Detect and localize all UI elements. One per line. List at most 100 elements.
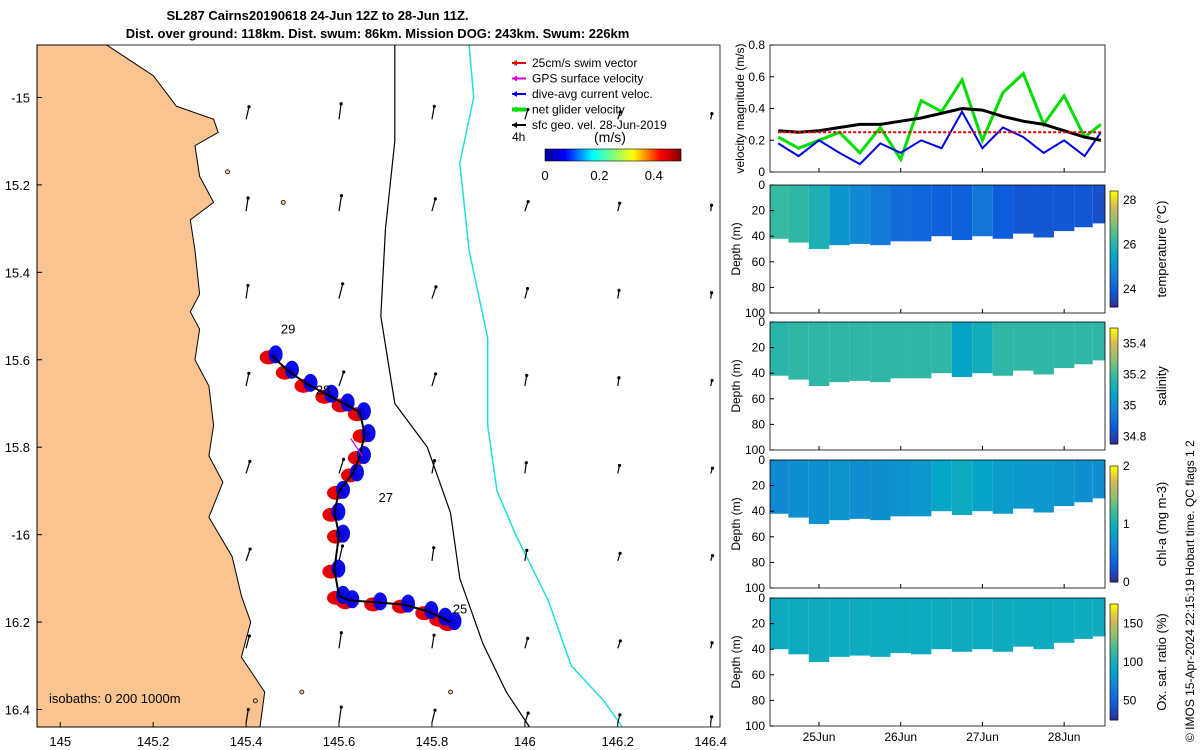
geostrophic-vector-head: [247, 105, 251, 109]
section-colorbar-segment: [1110, 471, 1118, 476]
section-y-tick-label: 80: [752, 280, 766, 294]
geostrophic-vector: [338, 103, 342, 120]
section-colorbar-frame: [1109, 603, 1119, 721]
section-colorbar-segment: [1110, 656, 1118, 660]
section-colorbar-segment: [1110, 386, 1118, 390]
legend-arrowhead: [512, 60, 517, 66]
section-y-tick-label: 20: [752, 479, 766, 493]
section-colorbar-segment: [1110, 696, 1118, 701]
map-x-tick-label: 145.2: [137, 734, 170, 749]
section-colorbar-segment: [1110, 573, 1118, 577]
section-data-column: [829, 598, 850, 657]
section-colorbar-segment: [1110, 630, 1118, 634]
section-data-column: [1092, 460, 1105, 499]
section-colorbar-frame: [1109, 327, 1119, 445]
geostrophic-vector-head: [618, 201, 622, 205]
section-colorbar-frame: [1109, 465, 1119, 583]
section-y-tick-label: 100: [745, 719, 765, 733]
section-data-column: [1053, 460, 1075, 507]
section-ylabel: Depth (m): [729, 635, 743, 688]
current-vector-patch: [331, 502, 346, 521]
section-data-column: [931, 460, 952, 512]
section-colorbar-segment: [1110, 604, 1118, 608]
current-vector-patch: [356, 445, 371, 464]
geostrophic-vector-head: [710, 112, 714, 116]
geostrophic-vector-head: [339, 194, 344, 198]
section-data-column: [770, 185, 789, 239]
section-y-tick-label: 60: [752, 392, 766, 406]
velocity-y-tick-label: 0.2: [748, 133, 765, 147]
section-colorbar-segment: [1110, 196, 1118, 201]
section-data-column: [770, 460, 789, 514]
map-y-tick-label: 15.2: [5, 178, 30, 193]
section-colorbar-tick-label: 26: [1123, 238, 1137, 252]
section-colorbar-segment: [1110, 702, 1118, 706]
glider-track: [270, 354, 451, 624]
geostrophic-vector-head: [617, 288, 621, 292]
colorbar-tick-label: 0.4: [645, 168, 663, 183]
section-data-column: [972, 185, 993, 237]
section-colorbar-segment: [1110, 330, 1118, 335]
section-colorbar-segment: [1110, 272, 1118, 276]
section-colorbar-segment: [1110, 304, 1118, 308]
section-data-column: [788, 460, 809, 518]
section-colorbar-segment: [1110, 441, 1118, 445]
section-colorbar-segment: [1110, 359, 1118, 364]
section-colorbar-segment: [1110, 266, 1118, 270]
geostrophic-vector-head: [710, 466, 715, 470]
section-data-column: [1053, 598, 1075, 643]
geostrophic-vector-head: [248, 459, 252, 464]
section-y-tick-label: 0: [758, 591, 765, 605]
geostrophic-vector-head: [618, 639, 622, 643]
velocity-y-tick-label: 0: [758, 165, 765, 179]
geostrophic-vector-head: [433, 372, 438, 376]
geostrophic-vector: [338, 459, 345, 474]
geostrophic-vector-head: [342, 370, 346, 374]
section-colorbar-segment: [1110, 529, 1118, 534]
colorbar-unit: (m/s): [594, 129, 626, 145]
section-colorbar-segment: [1110, 558, 1118, 563]
current-vector-patch: [361, 424, 376, 443]
section-colorbar-segment: [1110, 193, 1118, 198]
section-ylabel: Depth (m): [729, 222, 743, 275]
section-data-column: [992, 460, 1014, 514]
section-colorbar-segment: [1110, 295, 1118, 299]
section-colorbar-segment: [1110, 208, 1118, 212]
section-colorbar-segment: [1110, 717, 1118, 721]
section-axes-frame: [769, 459, 1106, 589]
section-data-column: [972, 460, 993, 512]
section-colorbar-segment: [1110, 570, 1118, 574]
section-colorbar-tick-label: 0: [1123, 575, 1130, 589]
section-data-column: [992, 322, 1014, 376]
section-colorbar-segment: [1110, 420, 1118, 425]
section-colorbar-segment: [1110, 515, 1118, 519]
section-colorbar-segment: [1110, 243, 1118, 247]
section-colorbar-segment: [1110, 609, 1118, 614]
section-data-column: [849, 185, 871, 244]
section-y-tick-label: 20: [752, 204, 766, 218]
map-y-tick-label: 16.4: [5, 703, 30, 718]
map-y-tick-label: 15.4: [5, 265, 30, 280]
section-colorbar-segment: [1110, 234, 1118, 238]
section-colorbar-segment: [1110, 553, 1118, 557]
section-colorbar-tick-label: 35.4: [1123, 336, 1147, 350]
velocity-colorbar: [544, 148, 682, 162]
section-colorbar-segment: [1110, 662, 1118, 666]
section-data-column: [1033, 185, 1054, 238]
geostrophic-vector-head: [525, 373, 529, 378]
geostrophic-vector: [338, 371, 345, 387]
map-x-tick-label: 146.2: [602, 734, 635, 749]
section-colorbar-segment: [1110, 612, 1118, 617]
section-colorbar-segment: [1110, 362, 1118, 367]
section-colorbar-segment: [1110, 711, 1118, 715]
credit-text: © IMOS 15-Apr-2024 22:15:19 Hobart time.…: [1183, 440, 1197, 742]
geostrophic-vector: [524, 638, 529, 649]
geostrophic-vector-head: [432, 459, 437, 463]
section-colorbar-segment: [1110, 249, 1118, 253]
section-y-tick-label: 60: [752, 668, 766, 682]
geostrophic-vector-head: [339, 631, 343, 635]
section-colorbar-segment: [1110, 254, 1118, 259]
section-colorbar-segment: [1110, 644, 1118, 648]
section-y-tick-label: 40: [752, 642, 766, 656]
velocity-series-line: [778, 106, 1102, 142]
